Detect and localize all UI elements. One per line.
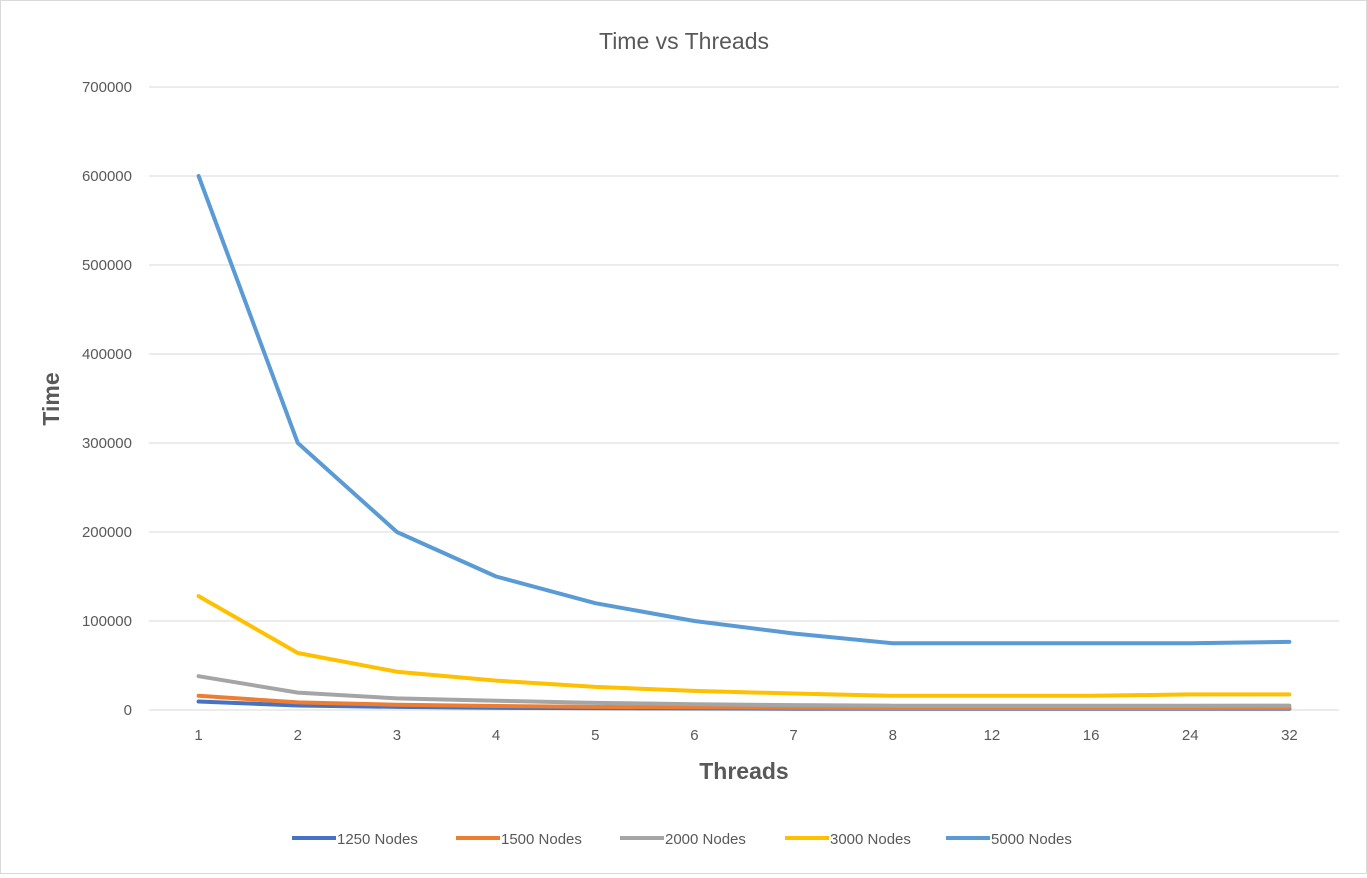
x-tick-label: 3 (393, 727, 401, 744)
y-tick-label: 400000 (82, 346, 132, 363)
x-tick-label: 16 (1083, 727, 1100, 744)
x-tick-label: 2 (294, 727, 302, 744)
legend-item: 1500 Nodes (456, 831, 582, 848)
x-tick-label: 12 (984, 727, 1001, 744)
x-tick-label: 5 (591, 727, 599, 744)
series-lines (196, 174, 1292, 711)
legend-item: 2000 Nodes (620, 831, 746, 848)
legend-item: 5000 Nodes (946, 831, 1072, 848)
legend-label: 1250 Nodes (337, 831, 418, 848)
y-tick-label: 200000 (82, 524, 132, 541)
x-axis-ticks: 1 2 3 4 5 6 7 8 12 16 24 32 (194, 727, 1297, 744)
y-axis-title: Time (38, 372, 64, 425)
series-line-1500-nodes (196, 693, 1292, 710)
y-tick-label: 700000 (82, 79, 132, 96)
legend-label: 5000 Nodes (991, 831, 1072, 848)
x-tick-label: 7 (789, 727, 797, 744)
x-tick-label: 8 (889, 727, 897, 744)
y-axis-ticks: 0 100000 200000 300000 400000 500000 600000 700… (82, 79, 132, 719)
legend-item: 1250 Nodes (292, 831, 418, 848)
x-tick-label: 24 (1182, 727, 1199, 744)
y-tick-label: 0 (124, 702, 132, 719)
x-tick-label: 32 (1281, 727, 1298, 744)
y-tick-label: 500000 (82, 257, 132, 274)
gridlines (149, 86, 1339, 711)
y-tick-label: 300000 (82, 435, 132, 452)
legend-label: 2000 Nodes (665, 831, 746, 848)
legend-label: 3000 Nodes (830, 831, 911, 848)
x-axis-title: Threads (699, 758, 788, 784)
x-tick-label: 1 (194, 727, 202, 744)
series-line-3000-nodes (196, 594, 1292, 698)
legend: 1250 Nodes 1500 Nodes 2000 Nodes 3000 Nodes… (292, 831, 1072, 848)
x-tick-label: 6 (690, 727, 698, 744)
x-tick-label: 4 (492, 727, 500, 744)
chart-title: Time vs Threads (599, 28, 769, 54)
series-line-5000-nodes (196, 174, 1292, 646)
legend-item: 3000 Nodes (785, 831, 911, 848)
series-line-2000-nodes (196, 674, 1292, 708)
legend-label: 1500 Nodes (501, 831, 582, 848)
y-tick-label: 600000 (82, 168, 132, 185)
y-tick-label: 100000 (82, 613, 132, 630)
